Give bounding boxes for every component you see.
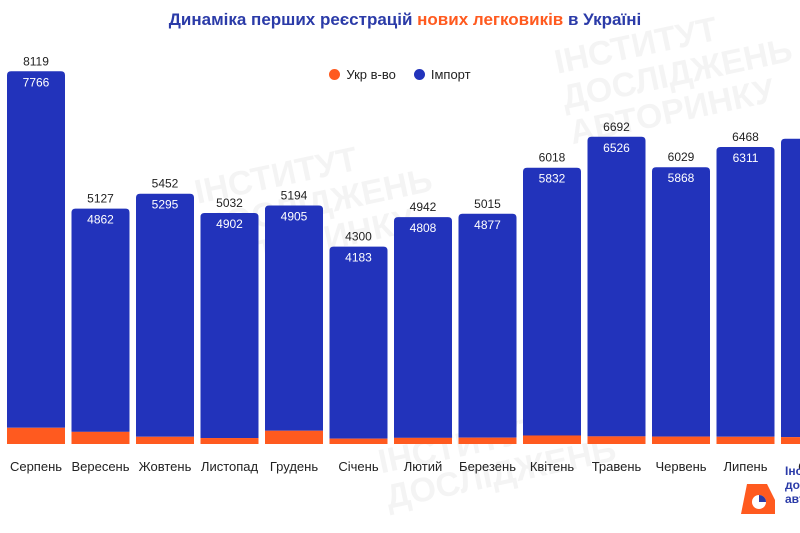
import-label: 4902 xyxy=(216,217,243,231)
bar-group: 5015 4877 Березень xyxy=(458,197,517,474)
bar-domestic xyxy=(265,430,323,444)
category-label: Квітень xyxy=(530,459,575,474)
bar-import xyxy=(523,167,581,436)
bar-group: 5032 4902 Листопад xyxy=(200,196,259,474)
bar-import xyxy=(136,193,194,437)
total-label: 6029 xyxy=(668,150,695,164)
bar-domestic xyxy=(329,438,388,444)
bar-import xyxy=(652,167,710,437)
bar-group: 6468 6311 Липень xyxy=(716,130,775,474)
bar-group: 5127 4862 Вересень xyxy=(71,192,129,474)
bar-group: 6692 6526 Травень xyxy=(587,120,646,474)
category-label: Травень xyxy=(592,459,642,474)
import-label: 4862 xyxy=(87,213,114,227)
category-label: Лютий xyxy=(404,459,442,474)
bar-import xyxy=(200,212,259,439)
bar-import xyxy=(587,136,646,437)
category-label: Березень xyxy=(459,459,516,474)
legend-item-import: Імпорт xyxy=(413,67,471,82)
category-label: Січень xyxy=(338,459,378,474)
total-label: 5194 xyxy=(281,189,308,203)
total-label: 6018 xyxy=(539,151,566,165)
bar-import xyxy=(71,208,130,432)
bar-domestic xyxy=(523,435,581,444)
bar-domestic xyxy=(394,437,452,444)
category-label: Листопад xyxy=(201,459,259,474)
institute-logo: Інс дос авт xyxy=(737,462,800,533)
chart-legend: Укр в-во Імпорт xyxy=(0,67,800,82)
total-label: 5127 xyxy=(87,192,114,206)
chart-title: Динаміка перших реєстрацій нових легкови… xyxy=(0,10,800,30)
bar-group: 4300 4183 Січень xyxy=(329,230,388,474)
legend-label-import: Імпорт xyxy=(430,67,471,82)
chart-title-part-1: Динаміка перших реєстрацій xyxy=(168,10,418,29)
bar-group: 4942 4808 Лютий xyxy=(394,200,452,474)
legend-swatch-domestic xyxy=(329,69,341,80)
bar-group: 5452 5295 Жовтень xyxy=(136,177,194,474)
bar-import xyxy=(329,246,388,439)
legend-label-domestic: Укр в-во xyxy=(346,67,396,82)
car-logo-icon xyxy=(741,484,775,514)
legend-swatch-import xyxy=(413,69,425,80)
import-label: 5868 xyxy=(668,171,695,185)
bar-domestic xyxy=(136,436,194,444)
category-label: Липень xyxy=(723,459,767,474)
bar-domestic xyxy=(458,437,517,444)
category-label: Сер xyxy=(798,459,800,474)
bar-import xyxy=(781,138,800,438)
total-label: 5452 xyxy=(152,177,179,191)
import-label: 7766 xyxy=(23,75,50,89)
bar-domestic xyxy=(652,436,710,444)
import-label: 4183 xyxy=(345,251,372,265)
bar-group: 8119 7766 Серпень xyxy=(7,54,65,474)
total-label: 4300 xyxy=(345,230,372,244)
bar-domestic xyxy=(587,436,646,444)
bar-domestic xyxy=(200,438,259,444)
total-label: 6692 xyxy=(603,120,630,134)
category-label: Вересень xyxy=(71,459,129,474)
total-label: 5032 xyxy=(216,196,243,210)
bar-import xyxy=(394,217,452,438)
total-label: 5015 xyxy=(474,197,501,211)
bar-domestic xyxy=(7,427,65,444)
category-label: Серпень xyxy=(10,459,62,474)
bar-group: 6029 5868 Червень xyxy=(652,150,710,474)
import-label: 4877 xyxy=(474,218,501,232)
import-label: 4905 xyxy=(281,210,308,224)
import-label: 6526 xyxy=(603,141,630,155)
category-label: Грудень xyxy=(270,459,318,474)
category-label: Жовтень xyxy=(139,459,192,474)
bar-import xyxy=(716,147,775,437)
bar-domestic xyxy=(781,437,800,444)
import-label: 5295 xyxy=(152,198,179,212)
logo-text: Інс дос авт xyxy=(785,464,800,506)
bar-domestic xyxy=(71,431,130,444)
legend-item-domestic: Укр в-во xyxy=(329,67,396,82)
bar-group: 6018 5832 Квітень xyxy=(523,151,581,474)
bar-group: 5194 4905 Грудень xyxy=(265,189,323,474)
total-label: 4942 xyxy=(410,200,437,214)
category-label: Червень xyxy=(655,459,706,474)
bar-import xyxy=(458,213,517,438)
total-label: 6468 xyxy=(732,130,759,144)
chart-title-part-3: в Україні xyxy=(563,10,642,29)
import-label: 5832 xyxy=(539,172,566,186)
import-label: 6311 xyxy=(733,151,759,165)
chart-title-accent: нових легковиків xyxy=(417,10,564,29)
bar-import xyxy=(265,205,323,431)
bar-import xyxy=(7,71,65,428)
bar-domestic xyxy=(716,436,775,444)
total-label: 8119 xyxy=(23,54,49,68)
import-label: 4808 xyxy=(410,221,437,235)
